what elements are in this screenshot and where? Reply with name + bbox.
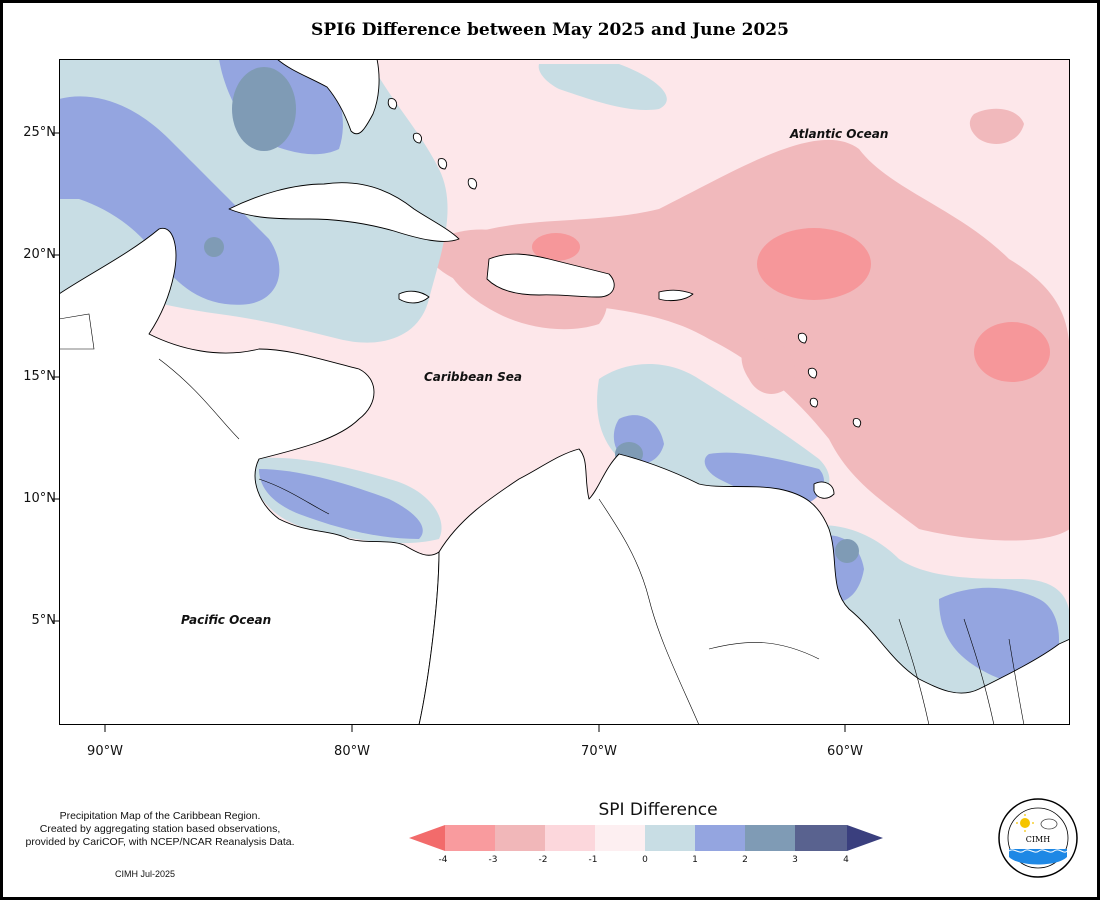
legend-tick-neg2: -2 [538,855,548,865]
land-cuba [228,182,460,242]
land-bahamas-1 [387,98,398,110]
wet-core-florida-strait [232,67,296,151]
cimh-logo: CIMH [998,798,1078,878]
wet-zone-bahamas [538,64,667,110]
legend-tick-neg3: -3 [488,855,498,865]
dry-zone-lesser-antilles [741,338,795,394]
country-borders [59,313,1025,725]
land-guadeloupe [797,332,808,344]
land-bahamas-2 [412,132,422,144]
land-south-america [418,448,1070,725]
logo-abbreviation: CIMH [1026,835,1050,844]
lon-label-60w: 60°W [827,744,863,759]
land-masses [59,59,1070,725]
legend-colorbar [409,825,883,851]
lon-label-70w: 70°W [581,744,617,759]
sun-icon [1016,814,1034,832]
legend-tick-neg1: -1 [588,855,598,865]
legend-swatch-4 [595,825,645,851]
lat-label-10n: 10°N [23,491,56,506]
legend-swatch-1 [445,825,495,851]
land-hispaniola [486,253,615,298]
legend-swatch-8 [795,825,847,851]
label-caribbean-sea: Caribbean Sea [424,370,522,384]
lat-label-15n: 15°N [23,369,56,384]
wet-core-panama [259,469,423,539]
map-panel[interactable] [59,59,1070,725]
legend-swatch-7 [745,825,795,851]
map-border [59,59,1070,725]
dry-core-atlantic-east [974,322,1050,382]
land-puerto-rico [658,289,694,302]
legend-tick-4: 4 [843,855,849,865]
legend-tick-0: 0 [642,855,648,865]
wet-core-gulf [59,96,280,305]
legend-swatch-6 [695,825,745,851]
longitude-ticks [104,725,846,732]
label-pacific-ocean: Pacific Ocean [181,613,272,627]
lat-label-20n: 20°N [23,247,56,262]
lat-label-25n: 25°N [23,125,56,140]
credits-line-2: Created by aggregating station based obs… [39,823,281,835]
water-waves-icon [1009,849,1067,865]
legend-arrow-right [847,825,883,851]
land-martinique [807,367,818,379]
latitude-ticks [52,132,59,622]
land-bahamas-3 [437,158,448,170]
cimh-date-stamp: CIMH Jul-2025 [114,869,176,879]
credits-line-1: Precipitation Map of the Caribbean Regio… [59,810,261,822]
legend-swatch-3 [545,825,595,851]
map-title: SPI6 Difference between May 2025 and Jun… [311,20,789,40]
spi-difference-map [59,59,1070,725]
land-jamaica [398,290,430,304]
legend-swatch-5 [645,825,695,851]
land-florida [276,59,380,135]
legend-title: SPI Difference [598,800,718,820]
land-barbados [852,418,862,428]
dry-zone-upper-right [969,108,1024,144]
wet-core-yucatan [204,237,224,257]
lon-label-80w: 80°W [334,744,370,759]
legend-tick-1: 1 [692,855,698,865]
legend-swatch-2 [495,825,545,851]
land-st-lucia [809,397,819,408]
wet-core-suriname [939,587,1059,683]
cloud-icon [1040,818,1058,830]
legend-tick-neg4: -4 [438,855,448,865]
lat-label-5n: 5°N [31,613,57,628]
land-bahamas-4 [467,178,478,190]
credits-line-3: provided by CariCOF, with NCEP/NCAR Rean… [25,836,295,848]
legend-tick-2: 2 [742,855,748,865]
label-atlantic-ocean: Atlantic Ocean [790,127,889,141]
wet-core-trinidad [704,452,824,504]
legend-tick-3: 3 [792,855,798,865]
land-central-america [59,227,440,725]
land-trinidad [813,481,835,499]
dry-core-hispaniola [532,233,580,261]
lon-label-90w: 90°W [87,744,123,759]
legend-arrow-left [409,825,445,851]
dry-core-atlantic-north [757,228,871,300]
wet-core-orinoco [835,539,859,563]
map-credits: Precipitation Map of the Caribbean Regio… [0,810,320,849]
